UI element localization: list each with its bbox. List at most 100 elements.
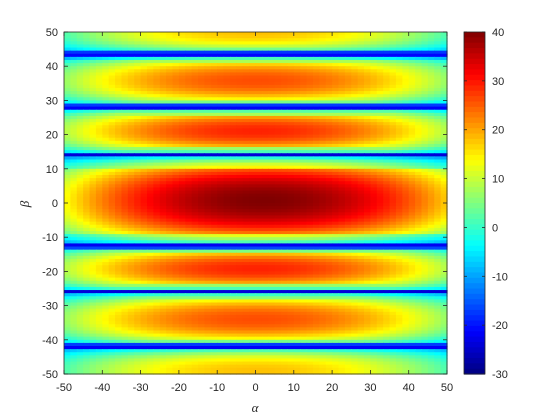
heatmap-cell xyxy=(178,103,186,108)
heatmap-cell xyxy=(281,87,289,92)
heatmap-cell xyxy=(134,280,142,285)
heatmap-cell xyxy=(166,134,174,139)
heatmap-cell xyxy=(229,75,237,80)
heatmap-cell xyxy=(421,265,429,269)
heatmap-cell xyxy=(421,47,429,52)
heatmap-cell xyxy=(191,243,199,248)
heatmap-cell xyxy=(166,227,174,232)
heatmap-cell xyxy=(204,106,212,111)
heatmap-cell xyxy=(153,212,161,217)
heatmap-cell xyxy=(76,50,84,55)
heatmap-cell xyxy=(217,41,225,46)
heatmap-cell xyxy=(191,203,199,207)
heatmap-cell xyxy=(281,181,289,185)
heatmap-cell xyxy=(402,47,410,52)
heatmap-cell xyxy=(376,137,384,142)
heatmap-cell xyxy=(319,159,327,164)
heatmap-cell xyxy=(249,97,257,101)
heatmap-cell xyxy=(198,94,206,98)
heatmap-cell xyxy=(83,283,91,288)
heatmap-cell xyxy=(389,94,397,98)
heatmap-cell xyxy=(408,178,416,182)
heatmap-cell xyxy=(306,199,314,204)
heatmap-cell xyxy=(351,35,359,39)
heatmap-cell xyxy=(421,84,429,89)
heatmap-cell xyxy=(351,221,359,226)
heatmap-cell xyxy=(210,243,218,248)
heatmap-cell xyxy=(102,184,110,189)
heatmap-cell xyxy=(127,258,135,263)
heatmap-cell xyxy=(332,47,340,52)
heatmap-cell xyxy=(287,147,295,151)
heatmap-cell xyxy=(357,209,365,213)
heatmap-cell xyxy=(427,63,435,67)
heatmap-cell xyxy=(376,249,384,254)
heatmap-cell xyxy=(146,184,154,189)
heatmap-cell xyxy=(242,112,250,117)
heatmap-cell xyxy=(108,38,116,42)
heatmap-cell xyxy=(293,150,301,154)
heatmap-cell xyxy=(325,56,333,61)
heatmap-cell xyxy=(281,193,289,198)
heatmap-cell xyxy=(325,78,333,83)
heatmap-cell xyxy=(261,246,269,251)
heatmap-cell xyxy=(312,103,320,108)
heatmap-cell xyxy=(191,115,199,120)
heatmap-cell xyxy=(127,109,135,114)
heatmap-cell xyxy=(344,69,352,74)
heatmap-cell xyxy=(121,63,129,67)
heatmap-cell xyxy=(115,193,123,198)
heatmap-cell xyxy=(395,150,403,154)
heatmap-cell xyxy=(434,165,442,170)
heatmap-cell xyxy=(166,187,174,192)
heatmap-cell xyxy=(287,122,295,126)
heatmap-cell xyxy=(274,72,282,77)
heatmap-cell xyxy=(121,69,129,74)
heatmap-cell xyxy=(108,221,116,226)
heatmap-cell xyxy=(351,81,359,86)
heatmap-cell xyxy=(166,32,174,36)
heatmap-cell xyxy=(383,131,391,136)
heatmap-cell xyxy=(376,221,384,226)
heatmap-cell xyxy=(287,150,295,154)
heatmap-cell xyxy=(274,41,282,46)
heatmap-cell xyxy=(383,63,391,67)
heatmap-cell xyxy=(204,190,212,195)
heatmap-cell xyxy=(166,38,174,42)
heatmap-cell xyxy=(427,162,435,167)
heatmap-cell xyxy=(370,243,378,248)
heatmap-cell xyxy=(89,184,97,189)
heatmap-cell xyxy=(127,153,135,157)
heatmap-cell xyxy=(236,175,244,179)
heatmap-cell xyxy=(287,237,295,241)
heatmap-cell xyxy=(64,109,71,114)
heatmap-cell xyxy=(236,44,244,49)
heatmap-cell xyxy=(217,75,225,80)
heatmap-cell xyxy=(249,91,257,95)
heatmap-cell xyxy=(83,265,91,269)
heatmap-cell xyxy=(185,137,193,142)
heatmap-cell xyxy=(389,283,397,288)
heatmap-cell xyxy=(440,75,448,80)
heatmap-cell xyxy=(89,150,97,154)
heatmap-cell xyxy=(95,115,103,120)
heatmap-cell xyxy=(408,209,416,213)
heatmap-cell xyxy=(357,168,365,173)
heatmap-cell xyxy=(293,81,301,86)
heatmap-cell xyxy=(434,206,442,210)
heatmap-cell xyxy=(421,193,429,198)
heatmap-cell xyxy=(178,91,186,95)
heatmap-cell xyxy=(236,209,244,213)
heatmap-cell xyxy=(159,243,167,248)
heatmap-cell xyxy=(281,115,289,120)
heatmap-cell xyxy=(198,63,206,67)
heatmap-cell xyxy=(357,224,365,229)
heatmap-cell xyxy=(242,72,250,77)
heatmap-cell xyxy=(115,150,123,154)
heatmap-cell xyxy=(134,75,142,80)
heatmap-cell xyxy=(89,63,97,67)
heatmap-cell xyxy=(166,221,174,226)
heatmap-cell xyxy=(383,184,391,189)
heatmap-cell xyxy=(357,69,365,74)
heatmap-cell xyxy=(153,199,161,204)
